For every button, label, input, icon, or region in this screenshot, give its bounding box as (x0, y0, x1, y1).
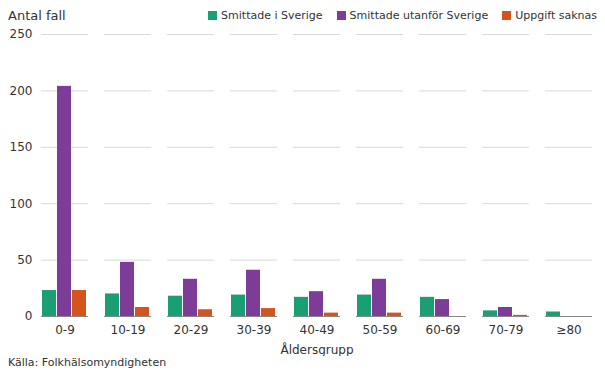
svg-text:0-9: 0-9 (55, 323, 75, 337)
svg-text:50: 50 (17, 253, 32, 267)
svg-text:≥80: ≥80 (556, 323, 581, 337)
html-text:Antal fall: Antal fall (8, 7, 66, 23)
svg-text:0: 0 (25, 309, 33, 323)
svg-text:150: 150 (10, 140, 33, 154)
svg-text:100: 100 (10, 197, 33, 211)
html-text:Smittade utanför Sverige: Smittade utanför Sverige (349, 8, 489, 22)
svg-text:60-69: 60-69 (426, 323, 461, 337)
svg-text:200: 200 (10, 84, 33, 98)
svg-text:Åldersgrupp: Åldersgrupp (280, 342, 353, 357)
svg-text:70-79: 70-79 (489, 323, 524, 337)
html-text:Källa: Folkhälsomyndigheten: Källa: Folkhälsomyndigheten (8, 356, 167, 369)
html-text:Smittade i Sverige: Smittade i Sverige (221, 8, 323, 22)
svg-text:20-29: 20-29 (174, 323, 209, 337)
svg-text:250: 250 (10, 27, 33, 41)
svg-text:10-19: 10-19 (111, 323, 146, 337)
html-text:Uppgift saknas: Uppgift saknas (515, 8, 597, 22)
svg-text:30-39: 30-39 (237, 323, 272, 337)
svg-text:50-59: 50-59 (363, 323, 398, 337)
svg-text:40-49: 40-49 (300, 323, 335, 337)
